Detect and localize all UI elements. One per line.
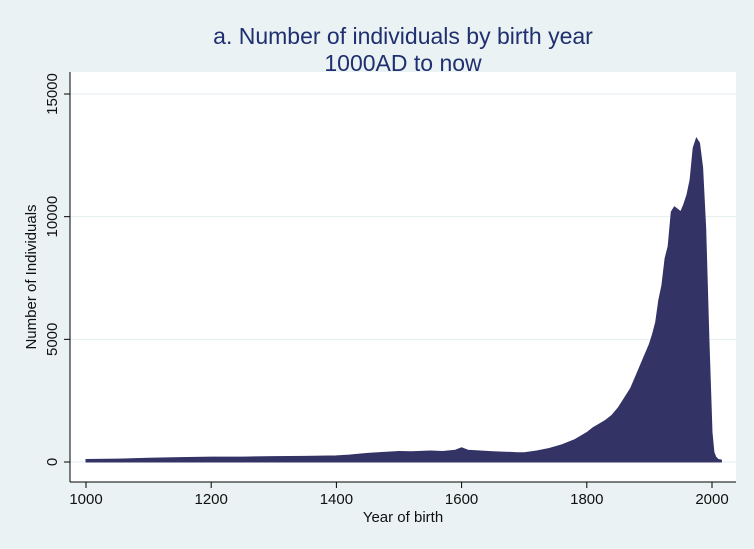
y-tick-label-15000: 15000 — [44, 73, 61, 115]
chart-title: a. Number of individuals by birth year — [213, 23, 593, 49]
chart-subtitle: 1000AD to now — [324, 50, 482, 76]
x-tick-label-1600: 1600 — [445, 491, 478, 508]
ticks: 0 5000 10000 15000 1000 1200 1400 1600 1800 2000 — [44, 73, 729, 508]
y-axis-label: Number of Individuals — [23, 204, 40, 349]
y-tick-label-5000: 5000 — [44, 323, 61, 356]
y-tick-label-10000: 10000 — [44, 196, 61, 238]
x-tick-label-1400: 1400 — [320, 491, 353, 508]
x-tick-label-1800: 1800 — [570, 491, 603, 508]
x-tick-label-2000: 2000 — [695, 491, 728, 508]
x-axis-label: Year of birth — [363, 509, 443, 526]
x-tick-label-1000: 1000 — [69, 491, 102, 508]
x-tick-label-1200: 1200 — [195, 491, 228, 508]
y-tick-label-0: 0 — [44, 458, 61, 466]
area-series — [85, 137, 722, 463]
